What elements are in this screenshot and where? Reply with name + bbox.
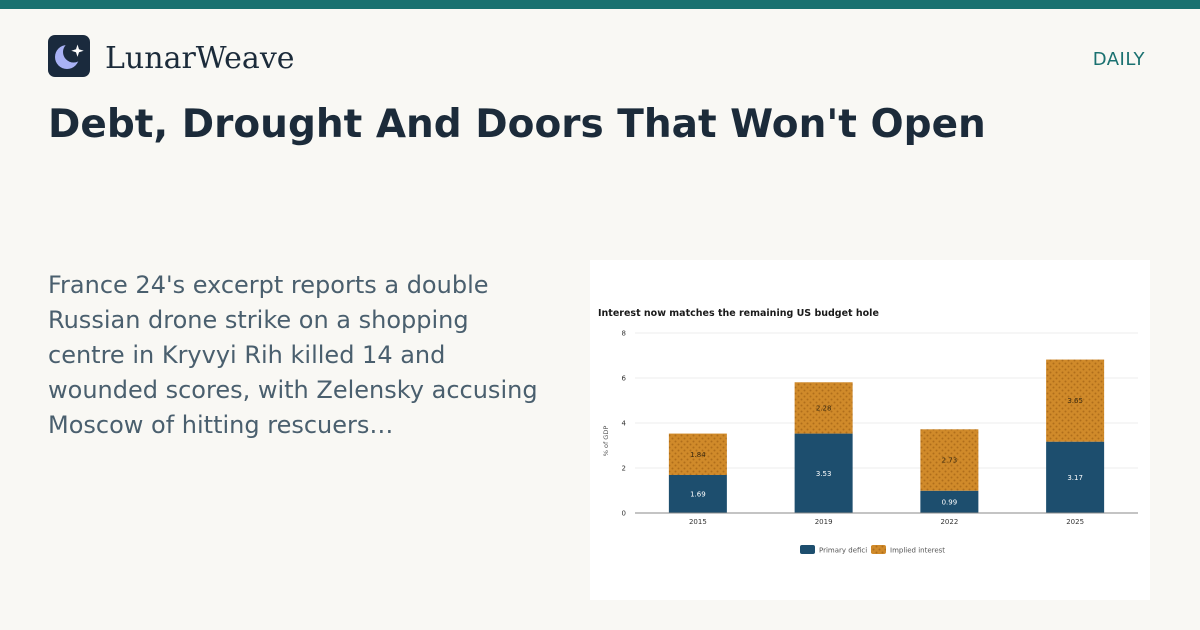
y-tick-label: 2	[622, 465, 626, 473]
y-axis-label: % of GDP	[602, 426, 610, 457]
bar-primary-deficit	[794, 433, 853, 513]
section-tag[interactable]: DAILY	[1092, 49, 1145, 70]
bar-value-label: 2.28	[816, 404, 832, 412]
bar-value-label: 0.99	[942, 498, 958, 506]
y-tick-label: 4	[622, 420, 627, 428]
bar-value-label: 3.17	[1067, 474, 1083, 482]
article-summary: France 24's excerpt reports a double Rus…	[48, 271, 538, 439]
legend-label: Primary defici	[819, 547, 867, 555]
legend-label: Implied interest	[890, 547, 945, 555]
headline: Debt, Drought And Doors That Won't Open	[48, 102, 986, 147]
stacked-bar-chart: Interest now matches the remaining US bu…	[598, 308, 1138, 555]
bar-value-label: 1.69	[690, 490, 706, 498]
y-tick-label: 8	[622, 330, 626, 338]
brand-name[interactable]: LunarWeave	[105, 41, 295, 76]
x-tick-label: 2019	[815, 518, 833, 526]
legend-swatch	[800, 545, 815, 554]
bar-primary-deficit	[668, 474, 727, 513]
crescent-moon-sparkle-icon	[55, 41, 84, 69]
legend-swatch	[871, 545, 886, 554]
bar-value-label: 3.53	[816, 470, 832, 478]
y-tick-label: 0	[622, 510, 626, 518]
chart-card: Interest now matches the remaining US bu…	[590, 260, 1150, 600]
bar-value-label: 3.65	[1067, 397, 1083, 405]
brand-logo[interactable]	[48, 35, 90, 77]
x-tick-label: 2015	[689, 518, 707, 526]
bar-implied-interest	[794, 382, 853, 434]
bar-primary-deficit	[1046, 441, 1105, 513]
top-accent-bar	[0, 0, 1200, 9]
chart-title: Interest now matches the remaining US bu…	[598, 308, 879, 319]
bar-value-label: 1.84	[690, 451, 706, 459]
bar-implied-interest	[1046, 359, 1105, 442]
x-tick-label: 2025	[1066, 518, 1084, 526]
bar-implied-interest	[668, 433, 727, 475]
bar-primary-deficit	[920, 490, 979, 513]
bar-implied-interest	[920, 429, 979, 491]
y-tick-label: 6	[622, 375, 627, 383]
bar-value-label: 2.73	[942, 457, 958, 465]
x-tick-label: 2022	[940, 518, 958, 526]
